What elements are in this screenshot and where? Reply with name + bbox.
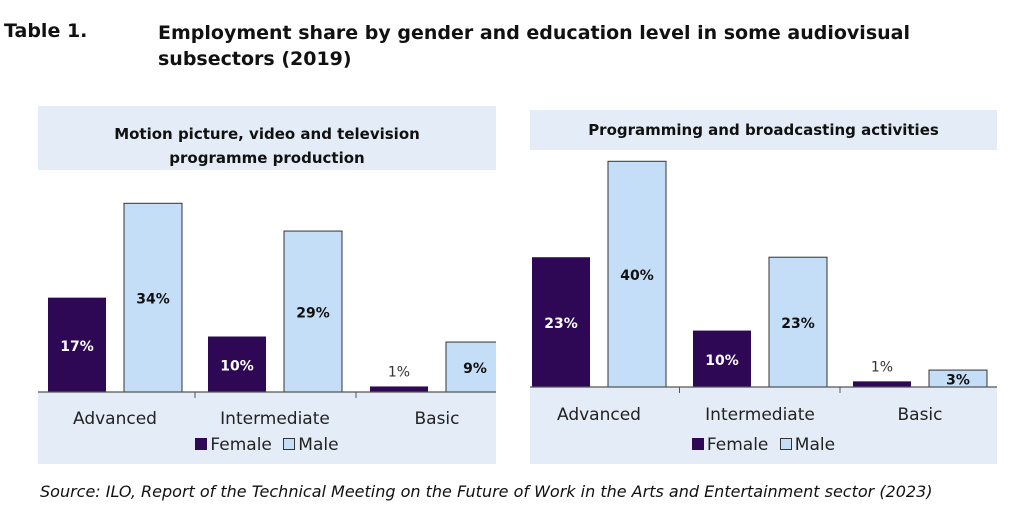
legend-swatch-female — [195, 438, 208, 450]
data-label-male-advanced: 34% — [136, 292, 170, 308]
bar-male-advanced — [607, 160, 667, 388]
bar-female-basic — [853, 381, 911, 387]
source-note: Source: ILO, Report of the Technical Mee… — [40, 482, 933, 501]
category-label-intermediate: Intermediate — [220, 409, 330, 429]
data-label-female-advanced: 23% — [544, 316, 578, 332]
category-label-intermediate: Intermediate — [705, 405, 815, 425]
chart-legend: Female Male — [530, 435, 997, 455]
legend-label-male: Male — [298, 435, 339, 455]
category-label-advanced: Advanced — [557, 405, 641, 425]
chart-legend: Female Male — [38, 435, 496, 455]
legend-swatch-male — [779, 438, 792, 450]
legend-label-female: Female — [706, 435, 769, 455]
legend-item-female: Female — [691, 435, 769, 455]
legend-item-male: Male — [779, 435, 836, 455]
bar-male-intermediate — [768, 256, 828, 388]
chart-title: Programming and broadcasting activities — [588, 121, 939, 139]
data-label-male-intermediate: 29% — [296, 306, 330, 322]
bar-female-intermediate — [693, 330, 751, 387]
data-label-male-advanced: 40% — [620, 268, 654, 284]
legend-item-male: Male — [283, 435, 339, 455]
chart-title: Motion picture, video and television pro… — [114, 125, 420, 167]
data-label-male-basic: 3% — [946, 373, 970, 389]
table-title: Employment share by gender and education… — [158, 22, 910, 70]
chart-panel-broadcasting: Programming and broadcasting activities … — [530, 110, 997, 464]
bar-chart-broadcasting: 23% 40% Advanced 10% 23% Intermediate 1% 3%Basi… — [530, 150, 997, 425]
legend-swatch-male — [283, 438, 296, 450]
plot-area — [530, 150, 997, 387]
legend-swatch-female — [691, 438, 704, 450]
category-label-advanced: Advanced — [73, 409, 157, 429]
category-label-basic: Basic — [897, 405, 942, 425]
bar-chart-motion-picture: 17% 34% Advanced 10% 29% Intermediate 1% 9% Basi… — [38, 170, 496, 429]
data-label-female-intermediate: 10% — [705, 353, 739, 369]
legend-item-female: Female — [195, 435, 272, 455]
data-label-female-basic: 1% — [388, 364, 410, 380]
bar-female-basic — [370, 386, 428, 392]
data-label-female-basic: 1% — [871, 359, 893, 375]
bar-female-advanced — [532, 257, 590, 387]
legend-label-female: Female — [210, 435, 272, 455]
bar-male-intermediate — [283, 230, 343, 393]
data-label-female-intermediate: 10% — [220, 358, 254, 374]
bar-female-intermediate — [208, 336, 266, 392]
legend-label-male: Male — [794, 435, 836, 455]
table-label: Table 1. — [4, 20, 88, 42]
data-label-male-basic: 9% — [463, 361, 487, 377]
data-label-male-intermediate: 23% — [781, 316, 815, 332]
bar-female-advanced — [48, 297, 106, 392]
plot-area — [38, 170, 496, 392]
data-label-female-advanced: 17% — [60, 339, 94, 355]
chart-panel-motion-picture: Motion picture, video and television pro… — [38, 106, 496, 464]
category-label-basic: Basic — [414, 409, 459, 429]
bar-male-advanced — [123, 202, 183, 393]
